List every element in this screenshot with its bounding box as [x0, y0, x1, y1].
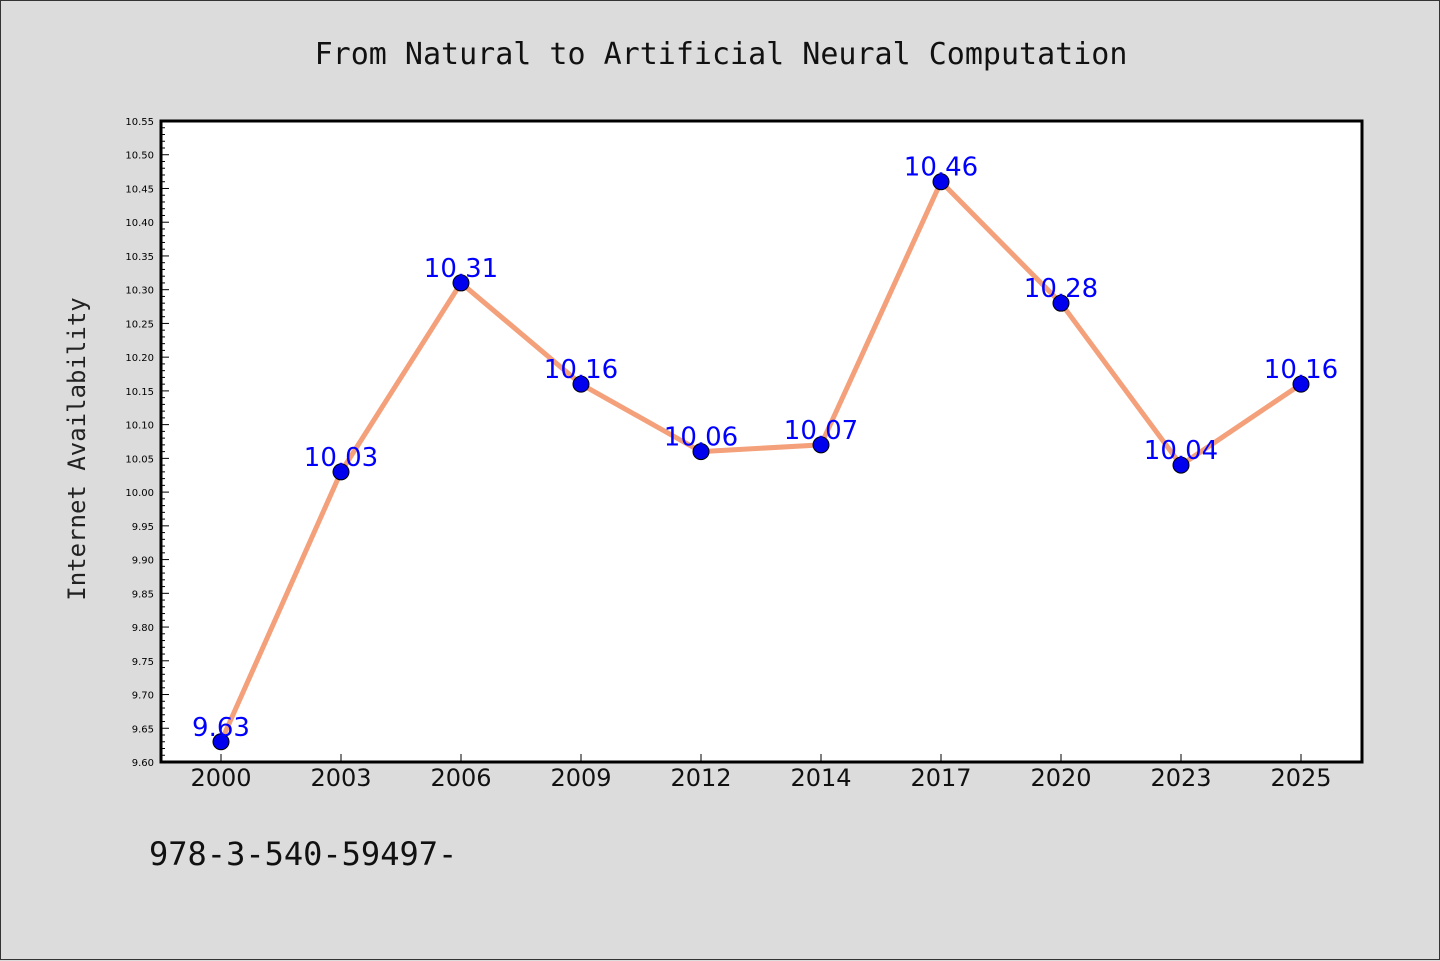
data-point	[692, 443, 710, 461]
y-axis: 9.60 9.65 9.70 9.75 9.80 9.85 9.90 9.95 10.00 10.…	[125, 117, 169, 769]
data-label: 10.07	[784, 416, 858, 446]
y-tick-label: 9.85	[132, 589, 154, 600]
y-tick-label: 10.05	[125, 454, 154, 465]
series-line	[218, 179, 1303, 743]
y-tick-label: 10.20	[125, 353, 154, 364]
y-tick-label: 10.50	[125, 151, 154, 162]
y-tick-label: 9.90	[132, 556, 154, 567]
y-tick-label: 9.75	[132, 657, 154, 668]
y-tick-label: 10.15	[125, 387, 154, 398]
y-tick-label: 9.60	[132, 758, 154, 769]
y-tick-label: 9.95	[132, 522, 154, 533]
data-point	[932, 173, 950, 191]
x-tick-label: 2009	[550, 764, 611, 792]
data-label: 10.04	[1144, 436, 1218, 466]
footer-isbn-text: 978-3-540-59497-	[149, 835, 457, 873]
data-point	[1172, 456, 1190, 474]
data-point	[812, 436, 830, 454]
data-label: 10.03	[304, 443, 378, 473]
data-point	[452, 274, 470, 292]
y-tick-label: 10.00	[125, 488, 154, 499]
y-tick-label: 9.80	[132, 623, 154, 634]
data-point	[572, 375, 590, 393]
x-tick-label: 2017	[910, 764, 971, 792]
y-tick-label: 10.35	[125, 252, 154, 263]
y-tick-label: 10.25	[125, 319, 154, 330]
data-label: 10.16	[544, 355, 618, 385]
data-label: 10.31	[424, 254, 498, 284]
data-point	[332, 463, 350, 481]
data-label: 10.46	[904, 153, 978, 183]
series-layer: 9.63 10.03 10.31 10.16 10.06 10.07 10.46 10.28 1…	[192, 153, 1338, 751]
data-label: 10.06	[664, 423, 738, 453]
x-tick-label: 2014	[790, 764, 851, 792]
data-label: 9.63	[192, 713, 250, 743]
y-tick-label: 10.45	[125, 184, 154, 195]
data-point	[212, 733, 230, 751]
data-label: 10.16	[1264, 355, 1338, 385]
data-point	[1052, 294, 1070, 312]
y-axis-label: Internet Availability	[63, 297, 91, 600]
x-tick-label: 2025	[1270, 764, 1331, 792]
y-tick-label: 10.30	[125, 286, 154, 297]
y-tick-label: 9.70	[132, 691, 154, 702]
chart-title: From Natural to Artificial Neural Comput…	[315, 37, 1128, 72]
x-tick-label: 2012	[670, 764, 731, 792]
x-tick-label: 2006	[430, 764, 491, 792]
x-axis: 2000 2003 2006 2009 2012 2014 2017 2020 2023 2025	[190, 754, 1332, 792]
x-tick-label: 2020	[1030, 764, 1091, 792]
data-point	[1292, 375, 1310, 393]
x-tick-label: 2000	[190, 764, 251, 792]
data-label: 10.28	[1024, 274, 1098, 304]
y-tick-label: 9.65	[132, 724, 154, 735]
y-tick-label: 10.10	[125, 421, 154, 432]
x-tick-label: 2023	[1150, 764, 1211, 792]
y-tick-label: 10.40	[125, 218, 154, 229]
x-tick-label: 2003	[310, 764, 371, 792]
y-tick-label: 10.55	[125, 117, 154, 128]
